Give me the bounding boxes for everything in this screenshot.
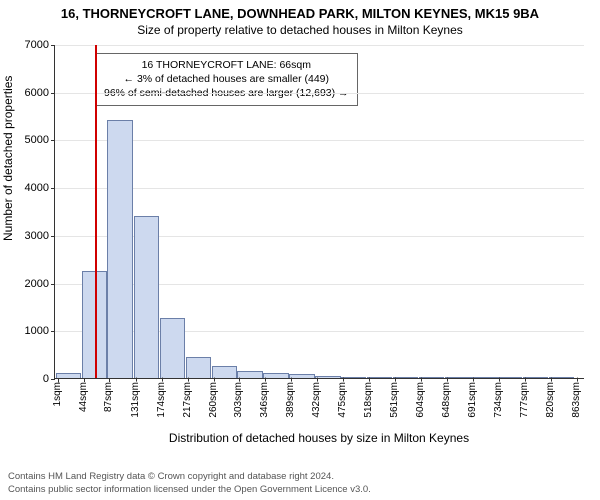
plot-area: 16 THORNEYCROFT LANE: 66sqm ← 3% of deta…: [54, 45, 584, 379]
x-tick: 691sqm: [467, 378, 478, 418]
x-tick: 518sqm: [363, 378, 374, 418]
x-tick: 303sqm: [233, 378, 244, 418]
chart-title-sub: Size of property relative to detached ho…: [0, 21, 600, 41]
chart-container: Number of detached properties 16 THORNEY…: [0, 41, 600, 441]
annotation-box: 16 THORNEYCROFT LANE: 66sqm ← 3% of deta…: [95, 53, 358, 106]
x-tick: 820sqm: [545, 378, 556, 418]
histogram-bar: [212, 366, 237, 378]
gridline: [55, 140, 584, 141]
gridline: [55, 93, 584, 94]
x-tick: 346sqm: [259, 378, 270, 418]
footer-attribution: Contains HM Land Registry data © Crown c…: [8, 471, 371, 496]
x-tick: 863sqm: [571, 378, 582, 418]
histogram-bar: [107, 120, 132, 378]
x-tick: 561sqm: [389, 378, 400, 418]
y-tick: 3000: [25, 230, 55, 242]
x-tick: 1sqm: [52, 378, 63, 406]
x-tick: 734sqm: [493, 378, 504, 418]
histogram-bar: [186, 357, 211, 378]
x-tick: 87sqm: [103, 378, 114, 412]
gridline: [55, 188, 584, 189]
histogram-bar: [160, 318, 185, 378]
footer-line1: Contains HM Land Registry data © Crown c…: [8, 471, 371, 483]
x-tick: 389sqm: [285, 378, 296, 418]
y-tick: 2000: [25, 278, 55, 290]
gridline: [55, 45, 584, 46]
x-tick: 604sqm: [415, 378, 426, 418]
y-tick: 6000: [25, 87, 55, 99]
x-tick: 777sqm: [519, 378, 530, 418]
y-tick: 5000: [25, 134, 55, 146]
annotation-line1: 16 THORNEYCROFT LANE: 66sqm: [104, 58, 349, 72]
x-axis-label: Distribution of detached houses by size …: [54, 431, 584, 445]
x-tick: 131sqm: [130, 378, 141, 418]
y-tick: 1000: [25, 325, 55, 337]
x-tick: 648sqm: [441, 378, 452, 418]
x-tick: 260sqm: [208, 378, 219, 418]
x-tick: 432sqm: [311, 378, 322, 418]
y-tick: 4000: [25, 182, 55, 194]
reference-line: [95, 45, 97, 378]
y-tick: 7000: [25, 39, 55, 51]
x-tick: 217sqm: [182, 378, 193, 418]
x-tick: 475sqm: [337, 378, 348, 418]
chart-title-main: 16, THORNEYCROFT LANE, DOWNHEAD PARK, MI…: [0, 0, 600, 21]
histogram-bar: [237, 371, 262, 378]
y-axis-label: Number of detached properties: [1, 76, 15, 241]
x-tick: 44sqm: [78, 378, 89, 412]
footer-line2: Contains public sector information licen…: [8, 484, 371, 496]
histogram-bar: [134, 216, 159, 378]
x-tick: 174sqm: [156, 378, 167, 418]
annotation-line2: ← 3% of detached houses are smaller (449…: [104, 72, 349, 86]
